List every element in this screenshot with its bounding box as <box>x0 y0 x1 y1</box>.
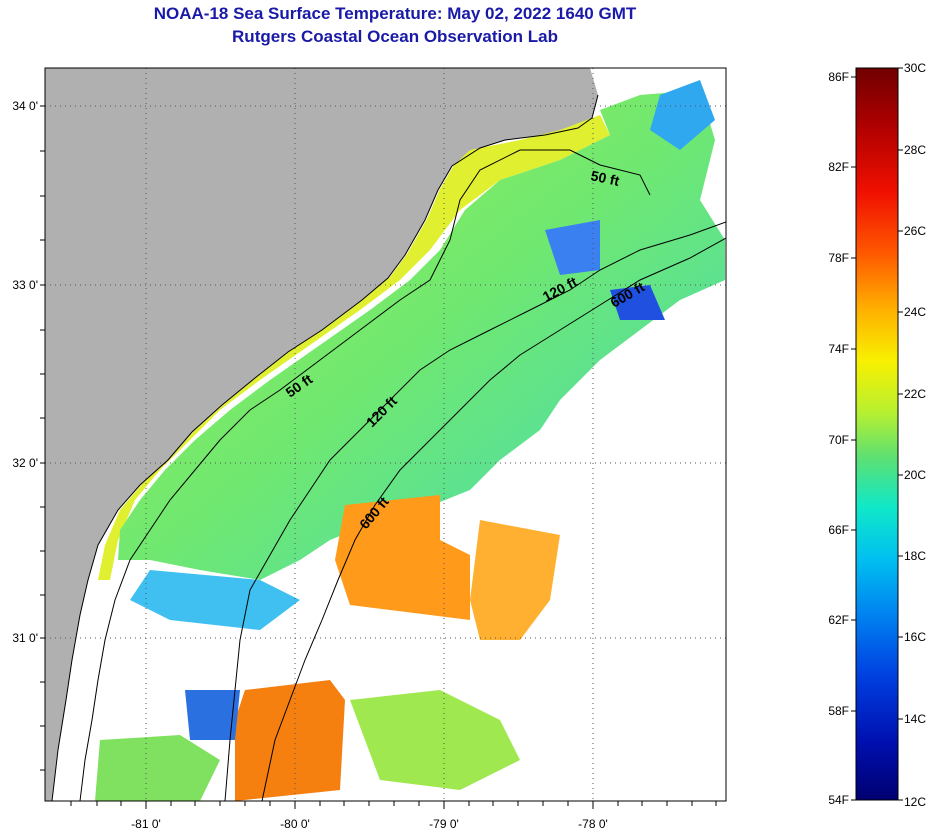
map-title: NOAA-18 Sea Surface Temperature: May 02,… <box>153 4 637 23</box>
tick-marks <box>40 105 717 809</box>
isobath-600ft <box>261 237 726 801</box>
isobath-50ft <box>79 149 651 801</box>
colorbar-c-30: 30C <box>904 61 926 75</box>
contour-label-50ft-north: 50 ft <box>589 167 621 189</box>
colorbar-f-86: 86F <box>828 70 849 84</box>
sst-shelf-green <box>118 90 725 580</box>
sst-cool-patch-4 <box>130 570 300 630</box>
lon-label-79: -79 0' <box>429 817 459 831</box>
colorbar-f-62: 62F <box>828 613 849 627</box>
sst-scattered-east <box>350 690 520 790</box>
lat-label-31: 31 0' <box>12 631 38 645</box>
sst-warm-orange-south <box>235 680 345 801</box>
lon-label-80: -80 0' <box>280 817 310 831</box>
colorbar-c-18: 18C <box>904 549 926 563</box>
colorbar-c-14: 14C <box>904 712 926 726</box>
lon-label-78: -78 0' <box>578 817 608 831</box>
map-area: 50 ft 120 ft 600 ft 50 ft 120 ft 600 ft <box>45 68 726 801</box>
sst-warm-spots <box>470 520 560 640</box>
colorbar-c-16: 16C <box>904 630 926 644</box>
sst-cool-patch-2 <box>610 285 665 320</box>
colorbar-f-58: 58F <box>828 704 849 718</box>
lat-label-34: 34 0' <box>12 99 38 113</box>
lon-label-81: -81 0' <box>131 817 161 831</box>
sst-cool-patch-3 <box>650 80 715 150</box>
map-subtitle: Rutgers Coastal Ocean Observation Lab <box>232 27 558 46</box>
colorbar-c-12: 12C <box>904 795 926 809</box>
colorbar-f-74: 74F <box>828 342 849 356</box>
colorbar <box>855 67 899 801</box>
sst-warm-orange <box>335 495 470 620</box>
colorbar-c-28: 28C <box>904 143 926 157</box>
isobath-120ft <box>224 221 726 801</box>
colorbar-c-22: 22C <box>904 387 926 401</box>
sst-south-green <box>95 735 220 801</box>
colorbar-f-54: 54F <box>828 793 849 807</box>
land-mass <box>45 68 598 801</box>
colorbar-c-24: 24C <box>904 305 926 319</box>
gridlines <box>45 68 726 801</box>
colorbar-f-70: 70F <box>828 433 849 447</box>
colorbar-f-78: 78F <box>828 251 849 265</box>
sst-cool-patch-5 <box>185 690 240 740</box>
colorbar-c-26: 26C <box>904 224 926 238</box>
coastline <box>51 94 599 801</box>
colorbar-f-66: 66F <box>828 523 849 537</box>
lat-label-33: 33 0' <box>12 278 38 292</box>
sst-cool-patch-1 <box>545 220 600 275</box>
map-frame <box>44 67 727 802</box>
colorbar-f-82: 82F <box>828 160 849 174</box>
colorbar-c-20: 20C <box>904 468 926 482</box>
lat-label-32: 32 0' <box>12 456 38 470</box>
colorbar-ticks <box>851 67 903 801</box>
